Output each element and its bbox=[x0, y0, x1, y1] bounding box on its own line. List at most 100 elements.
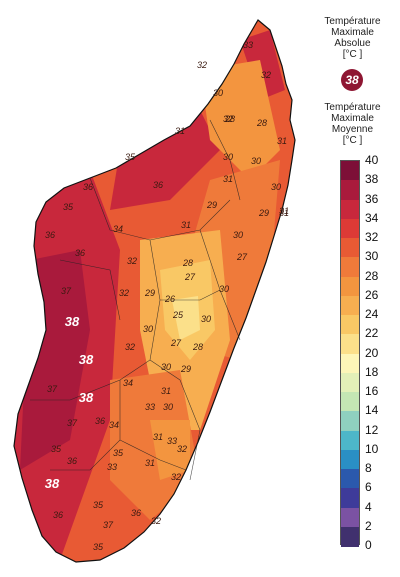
mean-temperature-label: 35 bbox=[93, 500, 104, 510]
mean-temperature-label: 30 bbox=[163, 402, 173, 412]
mean-temperature-label: 27 bbox=[184, 272, 196, 282]
color-scale-tick-label: 0 bbox=[365, 538, 372, 552]
mean-temperature-label: 36 bbox=[153, 180, 163, 190]
legend-mean-title: Température Maximale Moyenne [°C ] bbox=[324, 102, 381, 146]
mean-temperature-label: 37 bbox=[67, 418, 78, 428]
mean-temperature-label: 30 bbox=[161, 362, 171, 372]
color-scale-tick-label: 40 bbox=[365, 153, 379, 167]
color-scale-band bbox=[341, 449, 359, 470]
absolute-temperature-label: 38 bbox=[79, 390, 94, 405]
mean-temperature-label: 33 bbox=[107, 462, 117, 472]
color-scale-tick-label: 10 bbox=[365, 441, 379, 456]
mean-temperature-label: 31 bbox=[181, 220, 191, 230]
mean-temperature-label: 31 bbox=[145, 458, 155, 468]
mean-temperature-label: 28 bbox=[256, 118, 267, 128]
color-scale-tick-label: 22 bbox=[365, 326, 379, 341]
color-scale-band bbox=[341, 238, 359, 258]
mean-temperature-label: 32 bbox=[197, 60, 207, 70]
color-scale-band bbox=[341, 430, 359, 451]
mean-temperature-label: 31 bbox=[153, 432, 163, 442]
absolute-temperature-label: 38 bbox=[79, 352, 94, 367]
mean-temperature-label: 31 bbox=[175, 126, 185, 136]
color-scale-band bbox=[341, 411, 359, 431]
mean-temperature-label: 32 bbox=[125, 342, 135, 352]
color-scale bbox=[340, 160, 360, 547]
mean-temperature-label: 28 bbox=[192, 342, 203, 352]
mean-temperature-label: 30 bbox=[251, 156, 261, 166]
mean-temperature-label: 32 bbox=[177, 444, 187, 454]
mean-temperature-label: 29 bbox=[258, 208, 269, 218]
mean-temperature-label: 27 bbox=[236, 252, 248, 262]
mean-temperature-label: 32 bbox=[171, 472, 181, 482]
color-scale-band bbox=[341, 526, 359, 547]
color-scale-band bbox=[341, 392, 359, 412]
mean-temperature-label: 33 bbox=[167, 436, 177, 446]
mean-temperature-label: 32 bbox=[261, 70, 271, 80]
mean-temperature-label: 32 bbox=[127, 256, 137, 266]
absolute-label-layer: 38 38 38 38 bbox=[45, 314, 94, 491]
mean-temperature-label: 27 bbox=[170, 338, 182, 348]
color-scale-tick-label: 26 bbox=[365, 287, 379, 302]
mean-temperature-label: 36 bbox=[45, 230, 55, 240]
legend-absolute-badge: 38 bbox=[341, 69, 363, 91]
mean-temperature-label: 36 bbox=[83, 182, 93, 192]
color-scale-band bbox=[341, 295, 359, 316]
mean-temperature-label: 28 bbox=[182, 258, 193, 268]
mean-temperature-label: 30 bbox=[201, 314, 211, 324]
color-scale-tick-label: 28 bbox=[365, 268, 379, 283]
absolute-temperature-label: 38 bbox=[65, 314, 80, 329]
mean-temperature-label: 37 bbox=[103, 520, 114, 530]
color-scale-band bbox=[341, 507, 359, 528]
color-scale-tick-label: 20 bbox=[365, 345, 379, 360]
mean-temperature-label: 35 bbox=[113, 448, 124, 458]
mean-temperature-label: 30 bbox=[223, 152, 233, 162]
mean-temperature-label: 34 bbox=[113, 224, 123, 234]
color-scale-tick-label: 14 bbox=[365, 403, 379, 418]
mean-temperature-label: 36 bbox=[67, 456, 77, 466]
mean-temperature-label: 34 bbox=[109, 420, 119, 430]
mean-temperature-label: 29 bbox=[206, 200, 217, 210]
color-scale-band bbox=[341, 218, 359, 239]
region-boundaries bbox=[30, 119, 241, 481]
mean-temperature-label: 25 bbox=[172, 310, 184, 320]
legend-absolute-title: Température Maximale Absolue [°C ] bbox=[324, 16, 381, 60]
color-scale-tick-label: 12 bbox=[365, 422, 379, 437]
mean-temperature-label: 33 bbox=[243, 40, 253, 50]
mean-temperature-label: 36 bbox=[95, 416, 105, 426]
mean-temperature-label: 31 bbox=[277, 136, 287, 146]
mean-temperature-label: 31 bbox=[223, 174, 233, 184]
color-scale-tick-label: 16 bbox=[365, 384, 379, 398]
color-scale-tick-label: 6 bbox=[365, 480, 372, 495]
mean-temperature-label: 36 bbox=[53, 510, 63, 520]
color-scale-tick-label: 32 bbox=[365, 230, 379, 244]
color-scale-band bbox=[341, 257, 359, 277]
color-scale-tick-label: 30 bbox=[365, 249, 379, 264]
mean-temperature-label: 31 bbox=[161, 386, 171, 396]
color-scale-band bbox=[341, 161, 359, 181]
mean-temperature-label: 32 bbox=[151, 516, 161, 526]
color-scale-tick-label: 8 bbox=[365, 461, 372, 475]
mean-temperature-label: 32 bbox=[119, 288, 129, 298]
mean-temperature-label: 30 bbox=[219, 284, 229, 294]
color-scale-tick-label: 38 bbox=[365, 172, 379, 187]
mean-temperature-label: 31 bbox=[279, 208, 289, 218]
color-scale-tick-label: 34 bbox=[365, 210, 379, 225]
mean-temperature-label: 31 bbox=[279, 206, 289, 216]
mean-temperature-label: 35 bbox=[125, 152, 136, 162]
color-scale-band bbox=[341, 334, 359, 354]
color-scale-tick-label: 36 bbox=[365, 191, 379, 206]
color-scale-tick-label: 24 bbox=[365, 307, 379, 321]
color-scale-tick-label: 4 bbox=[365, 499, 372, 514]
mean-temperature-label: 35 bbox=[93, 542, 104, 552]
mean-temperature-label: 26 bbox=[164, 294, 175, 304]
mean-temperature-label: 30 bbox=[213, 88, 223, 98]
color-scale-band bbox=[341, 469, 359, 489]
mean-temperature-label: 30 bbox=[271, 182, 281, 192]
mean-temperature-label: 35 bbox=[51, 444, 62, 454]
mean-temperature-label: 30 bbox=[143, 324, 153, 334]
island-outline bbox=[13, 19, 296, 563]
color-scale-tick-label: 2 bbox=[365, 518, 372, 533]
mean-temperature-label: 36 bbox=[75, 248, 85, 258]
